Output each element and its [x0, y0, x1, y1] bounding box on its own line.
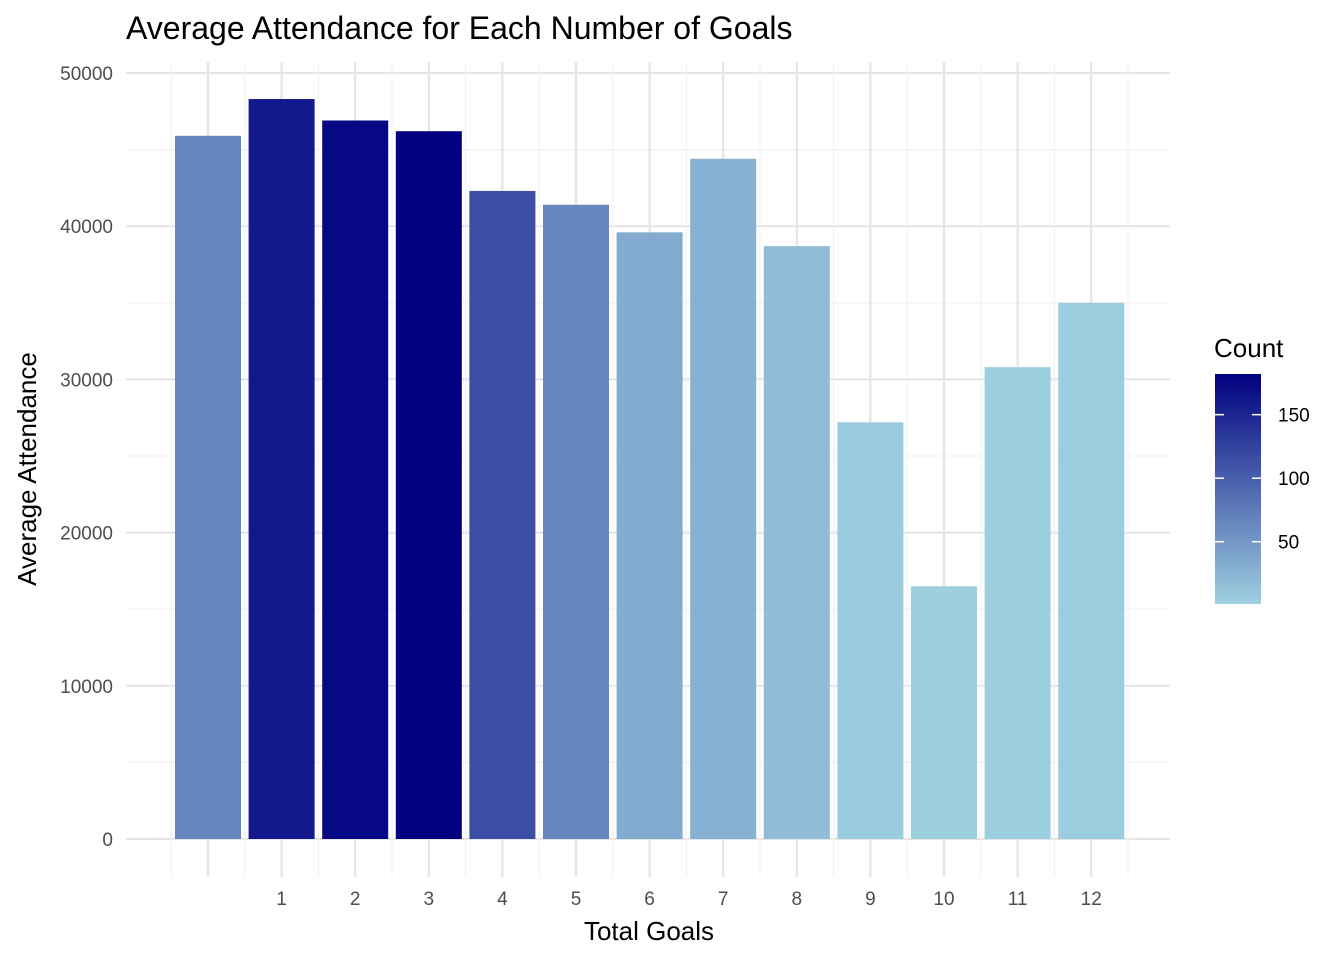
- bar-goals-5: [543, 204, 609, 839]
- y-tick-label: 50000: [60, 64, 113, 85]
- legend-tick-label: 150: [1278, 406, 1310, 427]
- bar-goals-11: [984, 367, 1051, 839]
- x-tick-label: 5: [571, 889, 582, 910]
- y-tick-label: 30000: [60, 370, 113, 391]
- bar-goals-9: [837, 422, 904, 839]
- bar-goals-1: [248, 99, 315, 839]
- y-tick-label: 0: [102, 830, 113, 851]
- x-tick-label: 1: [276, 889, 287, 910]
- x-tick-label: 4: [497, 889, 508, 910]
- bar-goals-12: [1058, 302, 1125, 839]
- y-tick-label: 40000: [60, 217, 113, 238]
- x-tick-label: 11: [1008, 889, 1028, 910]
- bar-goals-0: [175, 135, 241, 839]
- x-tick-label: 12: [1081, 889, 1102, 910]
- bar-goals-4: [469, 190, 536, 840]
- x-tick-label: 10: [933, 889, 954, 910]
- y-tick-label: 20000: [60, 524, 113, 545]
- legend-title: Count: [1214, 333, 1284, 363]
- bars: [175, 99, 1125, 840]
- bar-goals-10: [911, 586, 977, 839]
- x-tick-label: 3: [424, 889, 435, 910]
- legend-colorbar: [1215, 374, 1261, 604]
- x-tick-label: 2: [350, 889, 361, 910]
- x-tick-label: 8: [792, 889, 803, 910]
- bar-goals-7: [690, 158, 757, 840]
- legend-tick-label: 100: [1278, 469, 1310, 490]
- x-tick-label: 9: [865, 889, 876, 910]
- y-axis-title: Average Attendance: [12, 352, 42, 586]
- x-axis-ticks: 1 2 3 4 5 6 7 8 9 10 11 12: [276, 889, 1101, 910]
- legend-tick-label: 50: [1278, 533, 1299, 554]
- y-axis-ticks: 0 10000 20000 30000 40000 50000: [60, 64, 113, 851]
- y-tick-label: 10000: [60, 677, 113, 698]
- x-tick-label: 6: [644, 889, 655, 910]
- bar-goals-2: [322, 120, 389, 839]
- bar-goals-6: [616, 232, 683, 839]
- chart-title: Average Attendance for Each Number of Go…: [126, 10, 792, 46]
- x-axis-title: Total Goals: [584, 916, 714, 946]
- bar-goals-8: [763, 246, 830, 840]
- legend-ticks: 150 100 50: [1215, 406, 1310, 554]
- color-legend: Count 150 100 50: [1214, 333, 1310, 604]
- x-tick-label: 7: [718, 889, 729, 910]
- bar-goals-3: [395, 131, 462, 839]
